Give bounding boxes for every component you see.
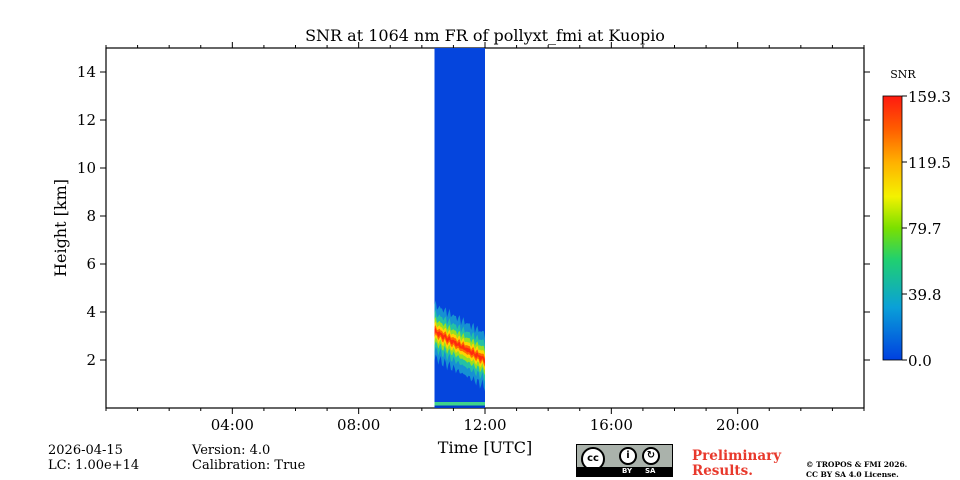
colorbar-tick-label: 0.0 [908, 352, 932, 370]
chart-title: SNR at 1064 nm FR of pollyxt_fmi at Kuop… [305, 26, 665, 45]
snr-surface-floor [434, 405, 485, 408]
cc-license-badge: cc i ↻ BY SA [576, 444, 673, 477]
calibration-text: Calibration: True [192, 458, 306, 473]
y-tick-label: 10 [77, 159, 96, 177]
cc-sa-label: SA [645, 467, 656, 475]
x-tick-label: 04:00 [211, 416, 254, 434]
colorbar-ticks: 159.3 119.5 79.7 39.8 0.0 [902, 88, 951, 370]
share-alike-icon: ↻ [642, 447, 660, 465]
axis-ticks: 04:00 08:00 12:00 16:00 20:00 2 4 6 8 10 12 14 [77, 42, 870, 434]
x-tick-label: 12:00 [463, 416, 506, 434]
y-tick-label: 12 [77, 111, 96, 129]
preliminary-line-2: Results. [692, 463, 753, 479]
y-tick-label: 4 [86, 303, 96, 321]
x-tick-label: 08:00 [337, 416, 380, 434]
colorbar-tick-label: 39.8 [908, 286, 941, 304]
preliminary-notice: Preliminary Results. [692, 449, 781, 479]
colorbar-tick-label: 119.5 [908, 154, 951, 172]
y-tick-label: 14 [77, 63, 96, 81]
version-text: Version: 4.0 [192, 443, 271, 458]
copyright-line-2: CC BY SA 4.0 License. [806, 470, 899, 479]
x-tick-label: 16:00 [590, 416, 633, 434]
y-tick-label: 8 [86, 207, 96, 225]
copyright-notice: © TROPOS & FMI 2026. CC BY SA 4.0 Licens… [806, 460, 907, 480]
date-text: 2026-04-15 [48, 443, 123, 458]
snr-surface-band [434, 402, 485, 406]
colorbar-tick-label: 79.7 [908, 220, 941, 238]
x-tick-label: 20:00 [716, 416, 759, 434]
colorbar-tick-label: 159.3 [908, 88, 951, 106]
cc-by-label: BY [622, 467, 633, 475]
colorbar [882, 95, 903, 361]
preliminary-line-1: Preliminary [692, 448, 782, 464]
data-layer [434, 48, 485, 408]
lc-text: LC: 1.00e+14 [48, 458, 140, 473]
copyright-line-1: © TROPOS & FMI 2026. [806, 460, 908, 469]
x-axis-label: Time [UTC] [438, 438, 532, 457]
colorbar-label: SNR [890, 68, 916, 81]
attribution-icon: i [619, 447, 637, 465]
y-tick-label: 2 [86, 351, 96, 369]
snr-layer-peak [434, 327, 485, 364]
y-tick-label: 6 [86, 255, 96, 273]
y-axis-label: Height [km] [51, 179, 70, 277]
cc-badge-bar: BY SA [577, 467, 672, 476]
